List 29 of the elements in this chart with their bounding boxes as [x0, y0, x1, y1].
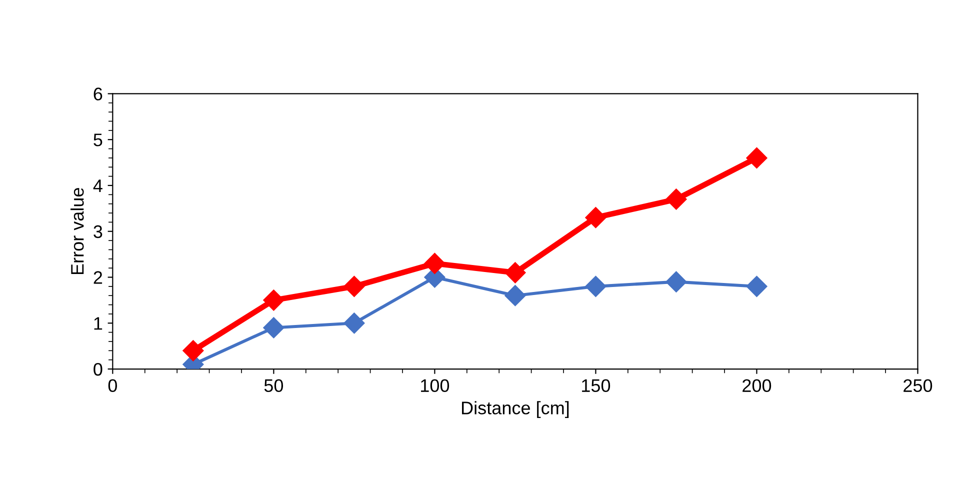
y-axis-title: Error value: [70, 188, 84, 274]
point: [182, 340, 204, 362]
point: [585, 276, 606, 297]
point: [746, 147, 768, 168]
point: [504, 285, 526, 306]
point: [585, 207, 606, 228]
x-axis-title: Distance [cm]: [462, 401, 569, 418]
y-tick-label: 4: [93, 180, 102, 192]
x-tick-label: 100: [421, 379, 450, 392]
point: [666, 188, 687, 210]
x-tick-label: 150: [582, 379, 610, 392]
x-tick-label: 200: [742, 379, 772, 392]
y-tick-label: 3: [94, 225, 102, 238]
point: [746, 276, 768, 297]
point: [263, 317, 284, 338]
y-tick-label: 6: [94, 88, 102, 100]
y-tick-label: 0: [94, 362, 102, 376]
x-tick-label: 0: [108, 379, 117, 392]
y-tick-label: 2: [94, 271, 102, 284]
point: [344, 312, 365, 334]
point: [424, 252, 446, 274]
point: [263, 290, 284, 311]
point: [666, 271, 687, 292]
point: [344, 276, 365, 297]
x-tick-label: 50: [264, 379, 284, 392]
y-tick-label: 5: [94, 134, 102, 146]
point: [504, 262, 526, 284]
x-tick-label: 250: [904, 379, 932, 392]
y-tick-label: 1: [94, 317, 102, 330]
